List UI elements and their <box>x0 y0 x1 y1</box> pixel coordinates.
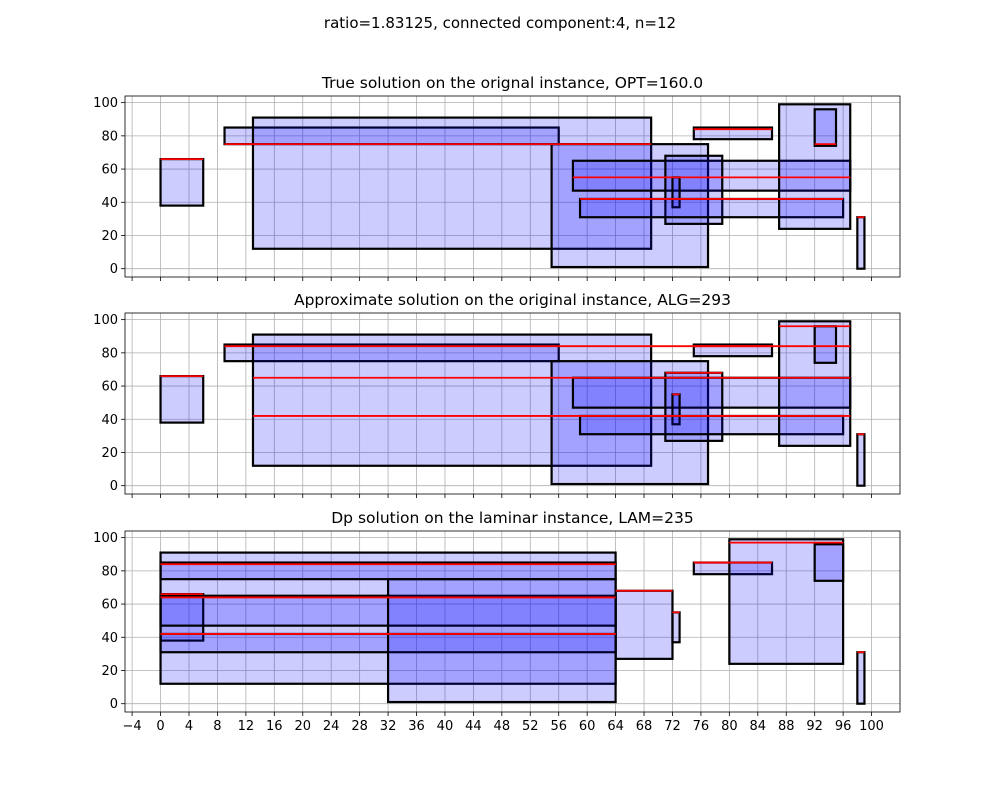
interval-rect <box>614 589 674 660</box>
x-tick-label: 16 <box>266 719 283 734</box>
x-tick-label: 92 <box>806 719 823 734</box>
x-tick-label: 64 <box>607 719 624 734</box>
interval-rect <box>159 593 205 642</box>
solution-lines <box>160 325 865 436</box>
rectangles <box>159 103 866 270</box>
x-tick-label: 32 <box>380 719 397 734</box>
x-tick-label: 44 <box>465 719 482 734</box>
x-tick-label: 96 <box>835 719 852 734</box>
subplot-1: 0 20 40 60 80 100 True solution on the orignal… <box>93 74 901 281</box>
y-tick-label: 40 <box>101 413 118 428</box>
x-tick-label: 0 <box>156 719 164 734</box>
interval-rect <box>550 143 710 269</box>
y-tick-label: 80 <box>101 564 118 579</box>
interval-rect <box>728 538 845 665</box>
y-tick-label: 0 <box>110 479 118 494</box>
solution-lines <box>160 128 865 219</box>
subplot-title: Approximate solution on the original ins… <box>294 291 731 309</box>
x-tick-label: 72 <box>664 719 681 734</box>
x-tick-label: 40 <box>437 719 454 734</box>
y-tick-label: 20 <box>101 446 118 461</box>
y-tick-label: 60 <box>101 380 118 395</box>
x-tick-label: 76 <box>693 719 710 734</box>
solution-lines <box>160 541 865 654</box>
x-tick-label: 68 <box>636 719 653 734</box>
interval-rect <box>159 375 205 424</box>
y-tick-label: 60 <box>101 598 118 613</box>
interval-rect <box>571 159 852 192</box>
x-tick-label: 28 <box>351 719 368 734</box>
subplot-title: Dp solution on the laminar instance, LAM… <box>331 509 694 527</box>
subplot-title: True solution on the orignal instance, O… <box>321 74 703 92</box>
y-tick-label: 60 <box>101 163 118 178</box>
interval-rect <box>856 651 866 705</box>
subplot-2: 0 20 40 60 80 100 Approximate solution on the … <box>93 291 901 498</box>
y-tick-label: 80 <box>101 129 118 144</box>
x-tick-label: 100 <box>859 719 884 734</box>
y-tick-label: 0 <box>110 697 118 712</box>
rectangles <box>159 320 866 487</box>
interval-rect <box>386 578 617 704</box>
interval-rect <box>692 343 774 358</box>
interval-rect <box>251 116 653 250</box>
y-tick-label: 20 <box>101 664 118 679</box>
x-tick-label: −4 <box>123 719 142 734</box>
interval-rect <box>813 325 838 364</box>
interval-rect <box>671 611 681 644</box>
x-tick-label: 8 <box>213 719 221 734</box>
x-tick-label: 52 <box>522 719 539 734</box>
interval-rect <box>692 126 774 141</box>
x-tick-label: 84 <box>750 719 767 734</box>
y-tick-label: 100 <box>93 96 118 111</box>
x-tick-label: 12 <box>238 719 255 734</box>
x-tick-label: 56 <box>550 719 567 734</box>
y-tick-label: 0 <box>110 262 118 277</box>
figure-suptitle: ratio=1.83125, connected component:4, n=… <box>324 14 676 32</box>
x-tick-label: 80 <box>721 719 738 734</box>
x-tick-label: 36 <box>408 719 425 734</box>
y-tick-label: 40 <box>101 631 118 646</box>
interval-rect <box>251 333 653 467</box>
x-tick-label: 88 <box>778 719 795 734</box>
x-tick-label: 60 <box>579 719 596 734</box>
y-tick-label: 40 <box>101 196 118 211</box>
interval-rect <box>550 360 710 486</box>
axes-frame <box>124 95 901 278</box>
y-tick-label: 80 <box>101 346 118 361</box>
x-tick-label: 20 <box>294 719 311 734</box>
x-tick-label: 4 <box>185 719 193 734</box>
interval-rect <box>813 543 845 582</box>
axes-frame <box>124 312 901 495</box>
interval-rect <box>813 108 838 147</box>
interval-rect <box>664 371 724 442</box>
axes-frame <box>124 530 901 713</box>
interval-rect <box>856 433 866 487</box>
y-tick-label: 100 <box>93 531 118 546</box>
interval-rect <box>223 343 560 363</box>
x-tick-label: 48 <box>494 719 511 734</box>
y-tick-label: 100 <box>93 313 118 328</box>
interval-rect <box>664 154 724 225</box>
x-tick-label: 24 <box>323 719 340 734</box>
subplot-3: −4 0 4 8 12 16 20 24 28 32 36 40 44 48 52 56 60 64 68 72 76 8… <box>93 509 901 734</box>
interval-rect <box>856 216 866 270</box>
y-tick-label: 20 <box>101 229 118 244</box>
grid <box>125 96 900 277</box>
rectangles <box>159 538 866 705</box>
interval-rect <box>159 158 205 207</box>
